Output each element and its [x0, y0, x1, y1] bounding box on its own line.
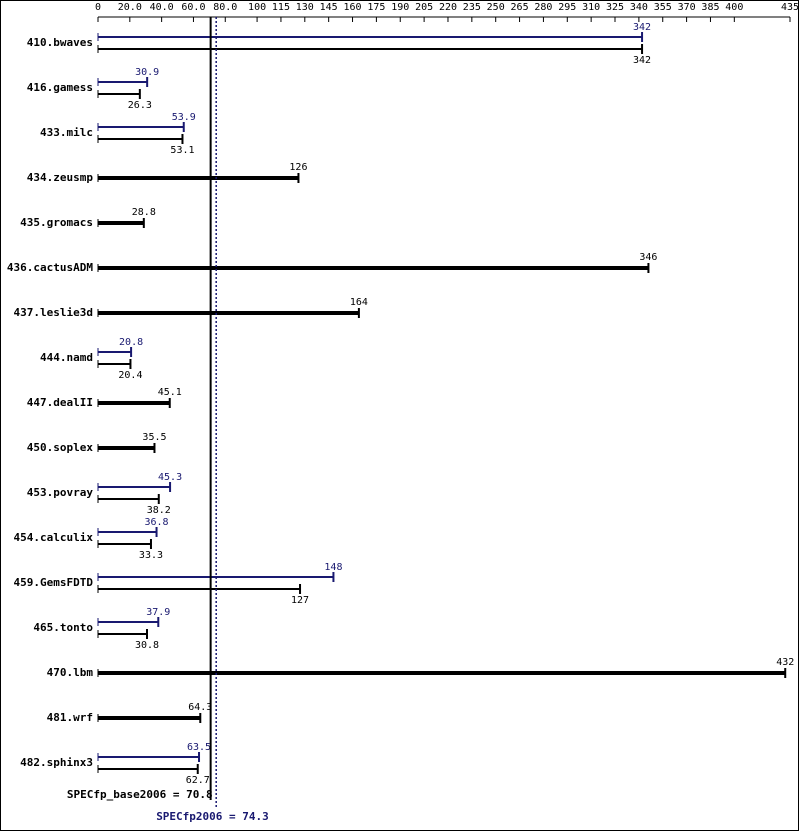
category-label: 470.lbm [47, 666, 94, 679]
category-label: 444.namd [40, 351, 93, 364]
value-label: 20.8 [119, 337, 143, 348]
value-label: 63.5 [187, 742, 211, 753]
category-label: 465.tonto [33, 621, 93, 634]
x-tick-label: 400 [725, 2, 743, 13]
value-label: 37.9 [146, 607, 170, 618]
x-tick-label: 205 [415, 2, 433, 13]
x-tick-label: 40.0 [150, 2, 174, 13]
category-label: 447.dealII [27, 396, 93, 409]
x-tick-label: 385 [701, 2, 719, 13]
value-label: 346 [639, 252, 657, 263]
x-tick-label: 175 [367, 2, 385, 13]
category-label: 410.bwaves [27, 36, 93, 49]
x-tick-label: 0 [95, 2, 101, 13]
value-label: 26.3 [128, 100, 152, 111]
x-tick-label: 115 [272, 2, 290, 13]
value-label: 28.8 [132, 207, 156, 218]
value-label: 20.4 [118, 370, 142, 381]
category-label: 433.milc [40, 126, 93, 139]
reference-label: SPECfp_base2006 = 70.8 [67, 788, 213, 801]
x-tick-label: 20.0 [118, 2, 142, 13]
x-tick-label: 370 [678, 2, 696, 13]
value-label: 33.3 [139, 550, 163, 561]
category-label: 453.povray [27, 486, 94, 499]
x-tick-label: 145 [320, 2, 338, 13]
value-label: 35.5 [142, 432, 166, 443]
value-label: 148 [324, 562, 342, 573]
category-label: 482.sphinx3 [20, 756, 93, 769]
value-label: 53.1 [170, 145, 194, 156]
value-label: 45.1 [158, 387, 182, 398]
x-tick-label: 265 [511, 2, 529, 13]
value-label: 126 [289, 162, 307, 173]
value-label: 342 [633, 22, 651, 33]
value-label: 432 [776, 657, 794, 668]
x-tick-label: 100 [248, 2, 266, 13]
category-label: 437.leslie3d [14, 306, 93, 319]
x-tick-label: 60.0 [181, 2, 205, 13]
x-tick-label: 160 [343, 2, 361, 13]
x-tick-label: 355 [654, 2, 672, 13]
category-label: 450.soplex [27, 441, 94, 454]
category-label: 436.cactusADM [7, 261, 93, 274]
category-label: 459.GemsFDTD [14, 576, 94, 589]
x-tick-label: 340 [630, 2, 648, 13]
category-label: 454.calculix [14, 531, 94, 544]
reference-label: SPECfp2006 = 74.3 [156, 810, 269, 823]
value-label: 36.8 [144, 517, 168, 528]
x-tick-label: 250 [487, 2, 505, 13]
value-label: 30.9 [135, 67, 159, 78]
value-label: 62.7 [186, 775, 210, 786]
category-label: 434.zeusmp [27, 171, 94, 184]
value-label: 38.2 [147, 505, 171, 516]
value-label: 164 [350, 297, 368, 308]
value-label: 127 [291, 595, 309, 606]
value-label: 53.9 [172, 112, 196, 123]
value-label: 30.8 [135, 640, 159, 651]
x-tick-label: 280 [534, 2, 552, 13]
value-label: 342 [633, 55, 651, 66]
category-label: 416.gamess [27, 81, 93, 94]
x-tick-label: 295 [558, 2, 576, 13]
x-tick-label: 325 [606, 2, 624, 13]
x-tick-label: 435 [781, 2, 799, 13]
x-tick-label: 190 [391, 2, 409, 13]
value-label: 45.3 [158, 472, 182, 483]
category-label: 481.wrf [47, 711, 93, 724]
category-label: 435.gromacs [20, 216, 93, 229]
x-tick-label: 235 [463, 2, 481, 13]
x-tick-label: 80.0 [213, 2, 237, 13]
x-tick-label: 220 [439, 2, 457, 13]
x-tick-label: 130 [296, 2, 314, 13]
value-label: 64.3 [188, 702, 212, 713]
x-tick-label: 310 [582, 2, 600, 13]
